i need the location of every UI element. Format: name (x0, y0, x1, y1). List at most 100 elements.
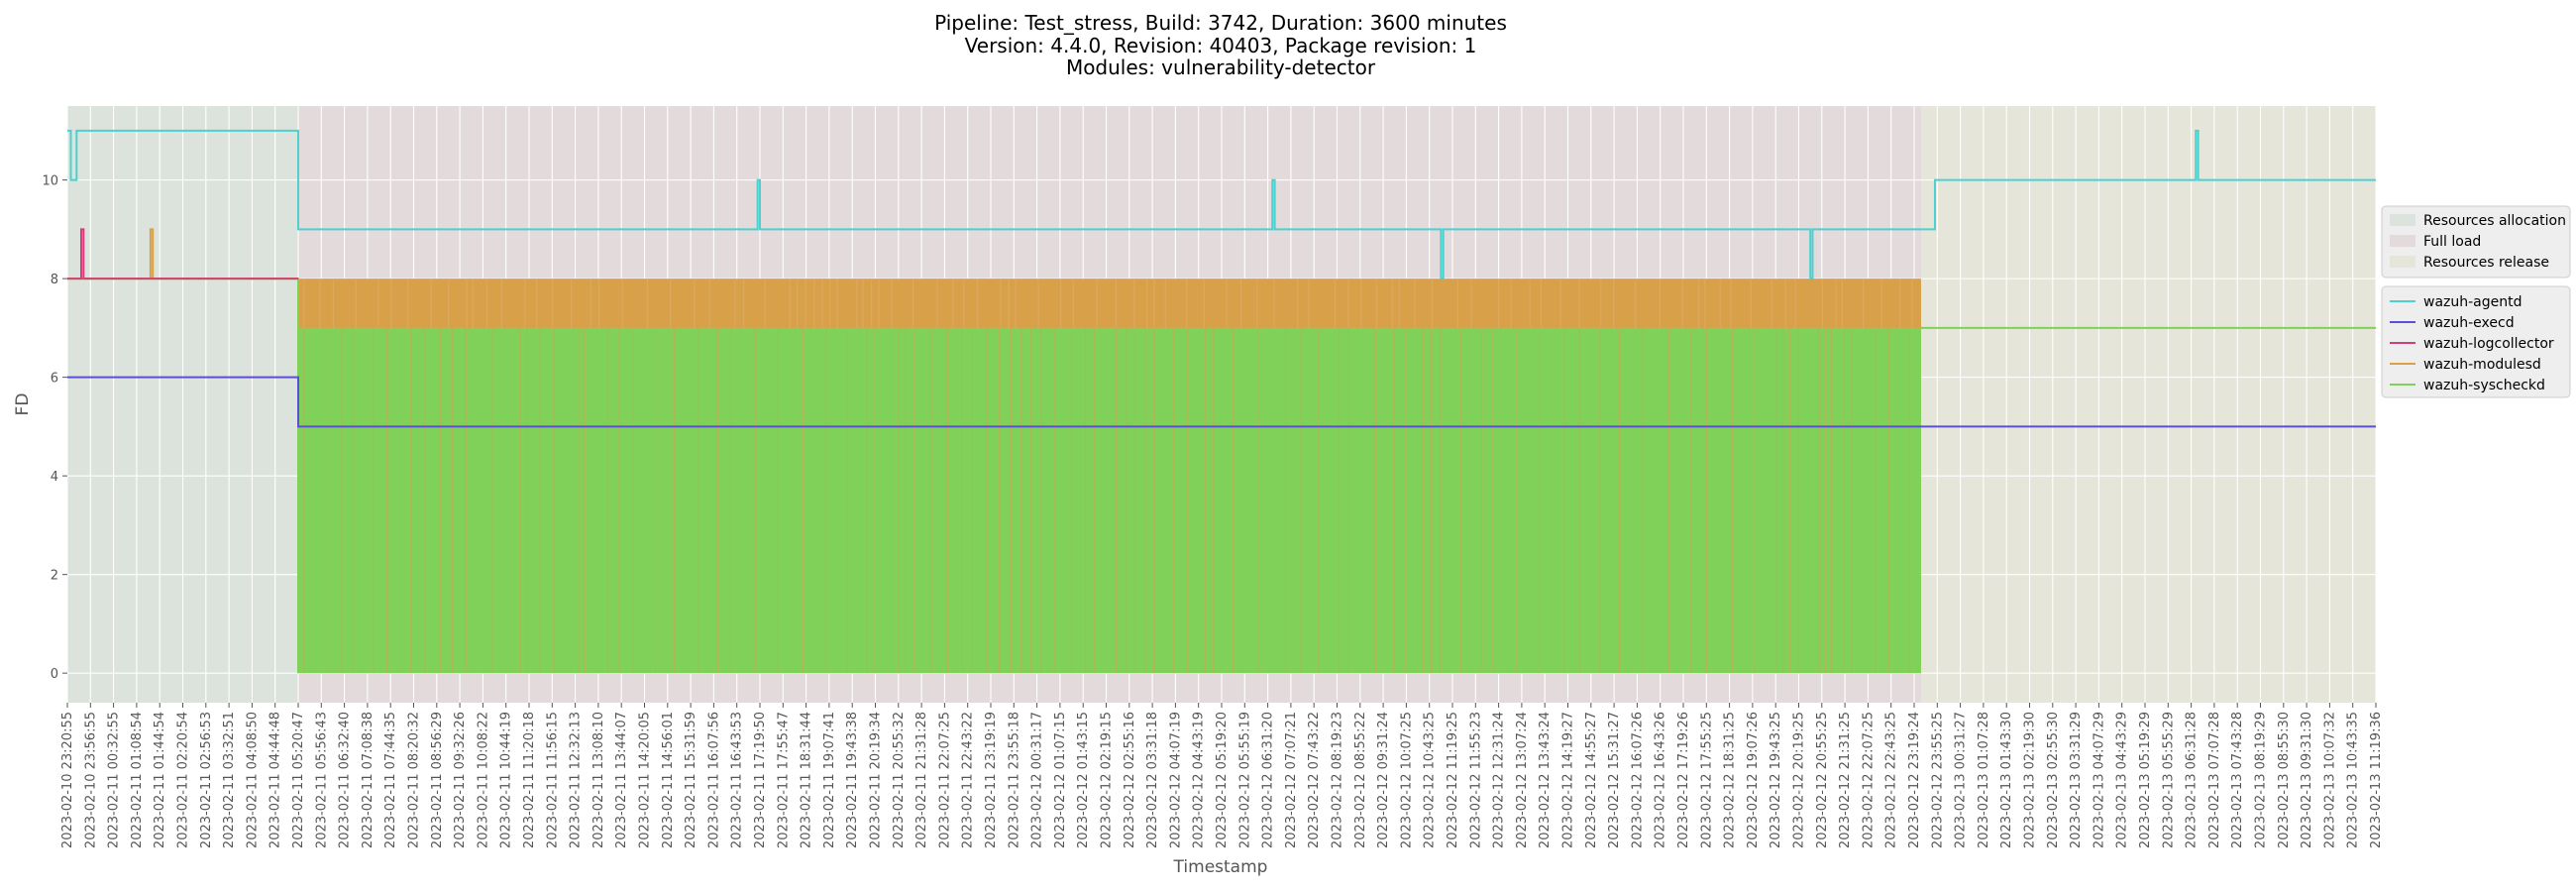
y-tick-label: 2 (51, 569, 58, 584)
x-tick-label: 2023-02-11 14:56:01 (661, 712, 676, 848)
x-tick-label: 2023-02-13 05:55:29 (2161, 712, 2176, 848)
x-tick-label: 2023-02-11 15:31:59 (684, 712, 698, 848)
y-tick-label: 4 (51, 470, 58, 485)
x-tick-label: 2023-02-12 11:55:23 (1468, 712, 1483, 848)
y-tick-label: 0 (51, 667, 58, 682)
x-tick-label: 2023-02-13 10:43:35 (2346, 712, 2361, 848)
x-tick-label: 2023-02-11 13:44:07 (614, 712, 629, 848)
x-tick-label: 2023-02-11 16:07:56 (706, 712, 721, 848)
x-tick-label: 2023-02-12 08:19:23 (1331, 712, 1345, 848)
x-tick-label: 2023-02-12 13:43:24 (1538, 712, 1553, 848)
x-tick-label: 2023-02-11 14:20:05 (638, 712, 653, 848)
x-tick-label: 2023-02-11 07:44:35 (383, 712, 398, 848)
x-tick-label: 2023-02-11 13:08:10 (591, 712, 606, 848)
x-tick-label: 2023-02-10 23:56:55 (83, 712, 98, 848)
x-tick-label: 2023-02-11 00:32:55 (107, 712, 122, 848)
x-axis: 2023-02-10 23:20:55 2023-02-10 23:56:55 20… (60, 703, 2384, 848)
x-tick-label: 2023-02-12 06:31:20 (1261, 712, 1276, 848)
chart-title: Pipeline: Test_stress, Build: 3742, Dura… (934, 11, 1507, 79)
x-tick-label: 2023-02-13 06:31:28 (2185, 712, 2200, 848)
x-tick-label: 2023-02-12 01:43:15 (1076, 712, 1091, 848)
y-axis-label: FD (13, 393, 33, 416)
x-tick-label: 2023-02-12 00:31:17 (1030, 712, 1045, 848)
x-tick-label: 2023-02-13 04:43:29 (2115, 712, 2130, 848)
legend-phase-swatch (2390, 256, 2415, 268)
x-tick-label: 2023-02-13 01:43:30 (1999, 712, 2014, 848)
x-tick-label: 2023-02-13 02:55:30 (2046, 712, 2061, 848)
legend-phase-swatch (2390, 235, 2415, 247)
x-tick-label: 2023-02-12 14:19:27 (1561, 712, 1576, 848)
series-syscheckd-gaps (303, 327, 1911, 674)
x-tick-label: 2023-02-12 01:07:15 (1053, 712, 1068, 848)
x-tick-label: 2023-02-11 16:43:53 (730, 712, 745, 848)
x-tick-label: 2023-02-11 10:08:22 (476, 712, 490, 848)
legend-series-label: wazuh-execd (2423, 315, 2515, 331)
x-tick-label: 2023-02-11 20:55:32 (892, 712, 907, 848)
legend-phase-label: Full load (2423, 234, 2481, 250)
x-tick-label: 2023-02-12 23:19:24 (1907, 712, 1922, 848)
x-tick-label: 2023-02-12 17:19:26 (1676, 712, 1691, 848)
x-tick-label: 2023-02-13 08:19:29 (2254, 712, 2269, 848)
legend-series-label: wazuh-modulesd (2423, 357, 2541, 373)
title-line-3: Modules: vulnerability-detector (1066, 56, 1376, 79)
x-tick-label: 2023-02-11 02:20:54 (176, 712, 191, 848)
legend-phase-swatch (2390, 214, 2415, 226)
x-tick-label: 2023-02-13 01:07:28 (1977, 712, 1991, 848)
x-tick-label: 2023-02-11 18:31:44 (800, 712, 814, 848)
x-tick-label: 2023-02-11 23:19:19 (984, 712, 999, 848)
x-tick-label: 2023-02-12 02:55:16 (1123, 712, 1137, 848)
x-tick-label: 2023-02-12 17:55:25 (1699, 712, 1714, 848)
x-axis-label: Timestamp (1173, 857, 1268, 877)
y-tick-label: 10 (42, 174, 58, 189)
x-tick-label: 2023-02-12 09:31:24 (1376, 712, 1391, 848)
x-tick-label: 2023-02-12 20:55:25 (1815, 712, 1830, 848)
x-tick-label: 2023-02-12 10:07:25 (1399, 712, 1414, 848)
legend-series: wazuh-agentd wazuh-execd wazuh-logcollecto… (2381, 285, 2571, 398)
x-tick-label: 2023-02-12 07:07:21 (1284, 712, 1299, 848)
x-tick-label: 2023-02-13 07:07:28 (2207, 712, 2222, 848)
x-tick-label: 2023-02-12 19:07:26 (1746, 712, 1761, 848)
x-tick-label: 2023-02-12 18:31:25 (1723, 712, 1738, 848)
x-tick-label: 2023-02-12 14:55:27 (1584, 712, 1599, 848)
x-tick-label: 2023-02-12 05:19:20 (1215, 712, 1230, 848)
x-tick-label: 2023-02-12 08:55:22 (1353, 712, 1368, 848)
x-tick-label: 2023-02-11 22:07:25 (937, 712, 952, 848)
series-execd-line (67, 376, 2376, 428)
x-tick-label: 2023-02-11 19:43:38 (845, 712, 860, 848)
legend-series-label: wazuh-agentd (2423, 294, 2522, 310)
x-tick-label: 2023-02-11 07:08:38 (361, 712, 376, 848)
x-tick-label: 2023-02-10 23:20:55 (60, 712, 75, 848)
x-tick-label: 2023-02-11 01:08:54 (130, 712, 145, 848)
x-tick-label: 2023-02-13 08:55:30 (2277, 712, 2292, 848)
x-tick-label: 2023-02-11 17:19:50 (753, 712, 768, 848)
series-agentd-line (67, 129, 2376, 280)
phase-band-3 (1920, 106, 2376, 703)
x-tick-label: 2023-02-12 05:55:19 (1237, 712, 1252, 848)
x-tick-label: 2023-02-11 19:07:41 (822, 712, 837, 848)
series-syscheckd-oscillation (298, 327, 1921, 674)
x-tick-label: 2023-02-11 08:56:29 (430, 712, 445, 848)
x-tick-label: 2023-02-13 07:43:28 (2230, 712, 2245, 848)
x-tick-label: 2023-02-12 19:43:25 (1769, 712, 1783, 848)
x-tick-label: 2023-02-12 20:19:25 (1792, 712, 1807, 848)
x-tick-label: 2023-02-13 04:07:29 (2092, 712, 2106, 848)
series-logcollector-line (67, 228, 298, 280)
legend-series-box (2381, 285, 2571, 398)
y-tick-label: 6 (51, 372, 58, 387)
x-tick-label: 2023-02-12 22:07:25 (1861, 712, 1876, 848)
x-tick-label: 2023-02-12 16:07:26 (1630, 712, 1645, 848)
x-tick-label: 2023-02-12 02:19:15 (1100, 712, 1115, 848)
x-tick-label: 2023-02-11 03:32:51 (222, 712, 237, 848)
x-tick-label: 2023-02-11 17:55:47 (776, 712, 791, 848)
x-tick-label: 2023-02-12 07:43:22 (1307, 712, 1322, 848)
x-tick-label: 2023-02-12 23:55:25 (1930, 712, 1945, 848)
x-tick-label: 2023-02-11 05:56:43 (314, 712, 329, 848)
x-tick-label: 2023-02-11 04:08:50 (245, 712, 260, 848)
x-tick-label: 2023-02-13 02:19:30 (2023, 712, 2038, 848)
x-tick-label: 2023-02-12 11:19:25 (1446, 712, 1460, 848)
x-tick-label: 2023-02-11 04:44:48 (268, 712, 283, 848)
x-tick-label: 2023-02-11 10:44:19 (499, 712, 514, 848)
y-tick-label: 8 (51, 273, 58, 287)
x-tick-label: 2023-02-11 20:19:34 (869, 712, 884, 848)
